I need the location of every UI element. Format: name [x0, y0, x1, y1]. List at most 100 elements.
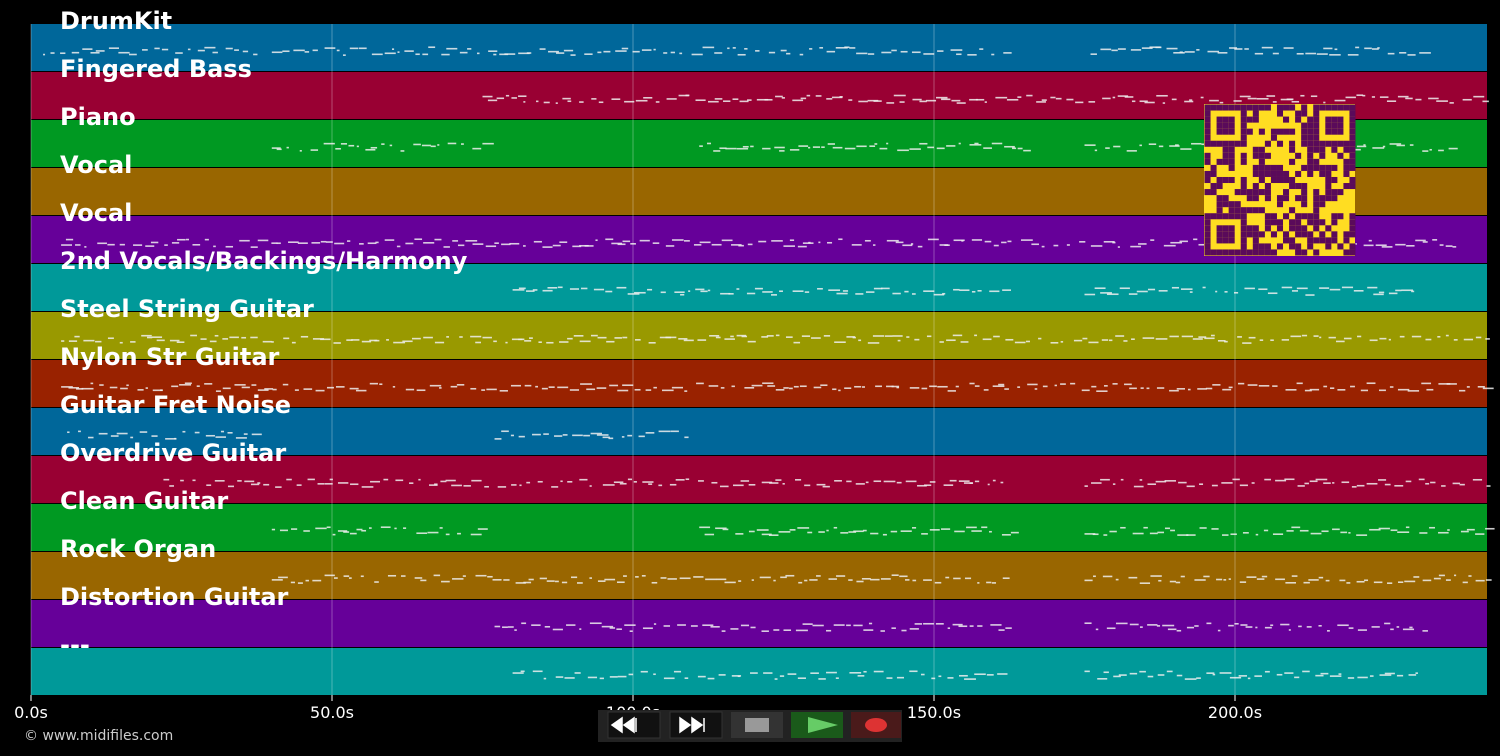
note — [773, 629, 780, 631]
note — [1222, 388, 1232, 391]
note — [942, 292, 946, 295]
qr-module — [1307, 170, 1314, 177]
qr-module — [1331, 176, 1338, 184]
note — [627, 434, 633, 437]
note — [1075, 101, 1084, 104]
note — [1438, 574, 1445, 577]
note — [699, 145, 703, 147]
note — [67, 431, 70, 434]
note — [1438, 383, 1451, 385]
note — [834, 341, 846, 343]
note — [1313, 335, 1319, 337]
qr-module — [1301, 195, 1308, 202]
note — [411, 337, 421, 340]
note — [1014, 341, 1026, 344]
note — [374, 339, 380, 342]
record-icon[interactable] — [865, 718, 887, 732]
note — [642, 627, 653, 630]
note — [137, 389, 144, 391]
note — [241, 336, 247, 339]
note — [1462, 581, 1468, 584]
note — [529, 337, 533, 339]
note — [905, 579, 910, 581]
note — [358, 47, 367, 50]
note — [678, 94, 689, 97]
note — [934, 581, 942, 584]
note — [1283, 47, 1294, 49]
note — [789, 239, 795, 242]
note — [647, 288, 653, 291]
qr-module — [1349, 152, 1356, 159]
note — [591, 98, 597, 100]
note — [370, 480, 380, 483]
play-button[interactable] — [791, 712, 843, 738]
note — [567, 337, 573, 340]
note — [849, 671, 862, 674]
note — [706, 142, 712, 145]
note — [872, 244, 876, 246]
forward-icon[interactable] — [679, 716, 705, 734]
note — [282, 383, 289, 386]
note — [1318, 576, 1324, 579]
note — [383, 478, 389, 481]
note — [384, 52, 396, 55]
note — [1296, 382, 1303, 385]
note — [816, 483, 826, 486]
note — [640, 670, 648, 673]
note — [781, 97, 785, 99]
qr-module — [1228, 249, 1235, 256]
stop-button[interactable] — [731, 712, 783, 738]
note — [628, 673, 634, 676]
qr-module — [1276, 128, 1284, 135]
note — [868, 622, 873, 625]
forward-button[interactable] — [669, 711, 723, 739]
rewind-button[interactable] — [607, 711, 661, 739]
qr-module — [1264, 170, 1271, 177]
note — [1171, 286, 1180, 289]
note — [286, 146, 289, 149]
qr-module — [1325, 225, 1332, 232]
note — [820, 384, 828, 387]
record-button[interactable] — [851, 712, 901, 738]
qr-module — [1343, 158, 1350, 165]
note — [359, 243, 364, 245]
note — [864, 239, 871, 242]
stop-icon[interactable] — [745, 718, 769, 732]
note — [638, 435, 645, 438]
note — [542, 289, 553, 292]
qr-module — [1295, 152, 1302, 159]
note — [496, 97, 505, 100]
note — [222, 387, 231, 390]
play-icon[interactable] — [808, 717, 838, 733]
note — [892, 292, 901, 295]
note — [989, 530, 992, 533]
note — [667, 578, 677, 580]
qr-module — [1204, 128, 1211, 135]
note — [1428, 97, 1439, 100]
qr-module — [1204, 243, 1211, 250]
note — [1212, 384, 1221, 386]
note — [1397, 95, 1409, 98]
note — [1166, 670, 1173, 673]
note — [727, 47, 730, 50]
note — [848, 531, 857, 533]
note — [485, 245, 497, 248]
note — [763, 672, 773, 674]
note — [579, 244, 589, 247]
note — [977, 290, 982, 292]
note — [950, 49, 963, 51]
note — [987, 483, 990, 486]
rewind-icon[interactable] — [610, 716, 637, 734]
note — [923, 622, 934, 625]
note — [854, 385, 862, 388]
note — [870, 532, 879, 535]
note — [1462, 98, 1472, 101]
note — [1255, 626, 1258, 629]
note — [993, 244, 999, 247]
note — [671, 239, 684, 241]
note — [597, 580, 606, 582]
note — [884, 335, 893, 337]
note — [1286, 530, 1294, 532]
qr-module — [1252, 237, 1259, 244]
note — [911, 51, 921, 54]
